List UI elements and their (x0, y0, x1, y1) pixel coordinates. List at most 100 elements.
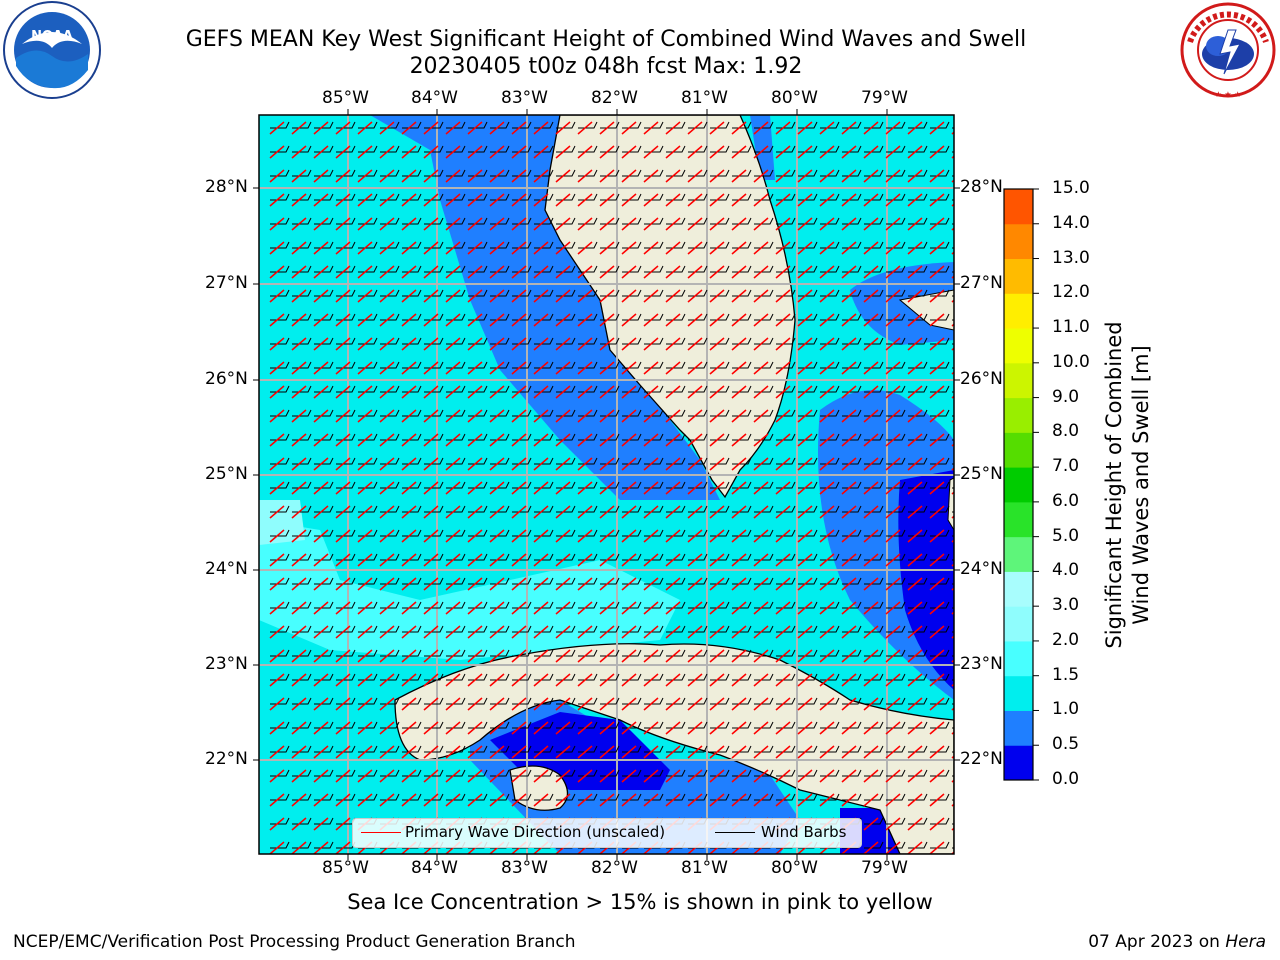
wave-arrow (489, 577, 505, 591)
wind-barb (732, 577, 752, 585)
wind-barb (666, 337, 686, 345)
wind-barb (292, 649, 312, 657)
wind-barb (820, 481, 840, 489)
wave-arrow (665, 145, 681, 159)
wind-barb (380, 289, 400, 297)
wind-barb (402, 793, 422, 801)
wind-barb (864, 745, 884, 753)
wave-arrow (731, 505, 747, 519)
wind-barb (886, 217, 906, 225)
wind-barb (864, 145, 884, 153)
wave-arrow (621, 385, 637, 399)
wave-arrow (621, 721, 637, 735)
wind-barb (820, 625, 840, 633)
wind-barb (468, 793, 488, 801)
wave-arrow (885, 481, 901, 495)
wind-barb (842, 673, 862, 681)
wave-arrow (313, 601, 329, 615)
zone-ne-mid (850, 262, 954, 345)
wave-arrow (379, 505, 395, 519)
wind-barb (864, 265, 884, 273)
wave-arrow (775, 217, 791, 231)
wave-arrow (335, 433, 351, 447)
wave-arrow (907, 673, 923, 687)
wind-barb (666, 649, 686, 657)
wave-arrow (489, 697, 505, 711)
colorbar-tick-label: 4.0 (1052, 560, 1080, 581)
wind-barb (534, 265, 554, 273)
wind-barb (754, 649, 774, 657)
wave-arrow (511, 289, 527, 303)
wave-arrow (709, 577, 725, 591)
wave-arrow (335, 457, 351, 471)
wave-arrow (885, 625, 901, 639)
wave-arrow (555, 385, 571, 399)
wind-barb (270, 265, 290, 273)
wave-arrow (489, 409, 505, 423)
wind-barb (358, 721, 378, 729)
wave-arrow (797, 601, 813, 615)
wave-arrow (797, 193, 813, 207)
wave-arrow (819, 673, 835, 687)
wind-barb (402, 553, 422, 561)
wind-barb (380, 769, 400, 777)
wave-arrow (863, 697, 879, 711)
wave-arrow (709, 673, 725, 687)
lon-tick-label-top: 81°W (681, 88, 728, 108)
wave-arrow (621, 529, 637, 543)
wave-arrow (533, 529, 549, 543)
wind-barb (842, 289, 862, 297)
wave-arrow (731, 745, 747, 759)
wind-barb (908, 673, 928, 681)
wave-arrow (665, 169, 681, 183)
wind-barb (600, 721, 620, 729)
wave-arrow (401, 265, 417, 279)
wind-barb (754, 217, 774, 225)
wind-barb (622, 193, 642, 201)
wave-arrow (643, 793, 659, 807)
wind-barb (468, 361, 488, 369)
wind-barb (754, 697, 774, 705)
wind-barb (842, 481, 862, 489)
wind-barb (622, 289, 642, 297)
wind-barb (424, 769, 444, 777)
wind-barb (886, 625, 906, 633)
wave-arrow (335, 361, 351, 375)
wind-barb (292, 169, 312, 177)
wave-arrow (709, 145, 725, 159)
wave-arrow (753, 793, 769, 807)
wave-arrow (577, 745, 593, 759)
wave-arrow (489, 193, 505, 207)
wind-barb (908, 433, 928, 441)
wave-arrow (753, 409, 769, 423)
wind-barb (292, 625, 312, 633)
wind-barb (864, 289, 884, 297)
wave-arrow (775, 361, 791, 375)
wind-barb (402, 769, 422, 777)
wind-barb (270, 289, 290, 297)
wave-arrow (731, 457, 747, 471)
wave-arrow (709, 769, 725, 783)
wind-barb (644, 433, 664, 441)
wave-arrow (467, 433, 483, 447)
wave-arrow (599, 457, 615, 471)
wave-arrow (819, 745, 835, 759)
wind-barb (644, 745, 664, 753)
wind-barb (446, 577, 466, 585)
wind-barb (644, 193, 664, 201)
wave-arrow (555, 169, 571, 183)
wind-barb (336, 625, 356, 633)
wind-barb (556, 433, 576, 441)
wind-barb (292, 337, 312, 345)
wind-barb (886, 289, 906, 297)
wind-barb (534, 577, 554, 585)
wave-arrow (511, 169, 527, 183)
wave-arrow (841, 529, 857, 543)
wave-arrow (489, 145, 505, 159)
wind-barb (688, 361, 708, 369)
wave-arrow (577, 793, 593, 807)
wind-barb (336, 505, 356, 513)
colorbar-segment (1004, 536, 1033, 572)
wind-barb (534, 721, 554, 729)
wave-arrow (269, 169, 285, 183)
